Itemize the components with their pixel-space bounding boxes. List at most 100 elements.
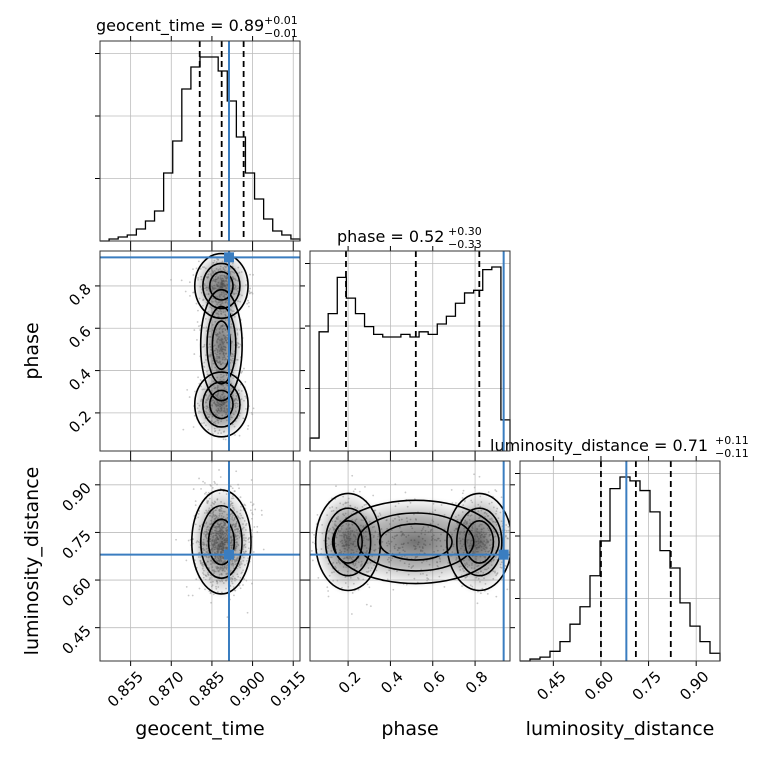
title-phase-minus: −0.33 [448,238,482,251]
sample-point [327,595,330,598]
sample-point [216,483,218,486]
sample-point [220,456,222,458]
y-tick-label: 0.4 [65,365,95,395]
sample-point [245,579,248,582]
sample-point [369,605,372,608]
sample-point [256,531,259,534]
sample-point [197,309,199,312]
x-tick-label: 0.885 [185,668,228,711]
x-tick-label: 0.45 [533,668,569,704]
density-blob [188,484,254,600]
sample-point [317,576,320,579]
x-tick-label: 0.855 [104,668,147,711]
truth-marker [223,252,234,263]
sample-point [350,613,353,615]
sample-point [251,582,253,585]
sample-point [170,278,172,281]
x-tick-label: 0.870 [145,668,188,711]
sample-point [520,543,522,545]
sample-point [473,473,475,476]
sample-point [251,292,254,295]
sample-point [235,470,238,473]
sample-point [462,489,465,492]
sample-point [180,279,183,282]
contour-line [464,520,495,564]
y-tick-label: 0.6 [65,322,95,352]
sample-point [364,485,366,488]
sample-point [250,479,253,481]
sample-point [237,483,239,486]
sample-point [250,411,253,414]
sample-point [238,434,241,437]
sample-point [311,531,314,534]
title-luminosity-distance-minus: −0.11 [715,447,749,460]
sample-point [198,248,200,250]
density-blob [198,284,245,407]
sample-point [193,329,196,331]
sample-point [528,540,530,542]
sample-point [197,325,200,328]
sample-point [511,564,513,566]
sample-point [327,590,329,592]
sample-point [473,486,476,489]
contour-line [211,320,232,371]
contour-line [206,305,237,385]
panel-luminosity_distance-hist [519,460,721,662]
y-tick-label: 0.60 [58,574,94,610]
sample-point [512,572,514,574]
sample-point [191,594,194,597]
sample-point [252,503,255,506]
sample-point [182,428,185,431]
sample-point [260,514,263,516]
sample-point [506,588,509,591]
sample-point [194,500,197,503]
ylabel-phase: phase [21,322,43,379]
sample-point [297,588,299,590]
histogram-phase [309,266,511,451]
sample-point [500,496,503,499]
contour-line [202,381,241,428]
contour-line [202,262,241,310]
title-geocent-time-plus: +0.01 [264,14,298,27]
sample-point [246,611,249,614]
sample-point [251,517,253,520]
sample-point [311,549,313,552]
sample-point [198,477,200,480]
contour-line [193,252,249,320]
sample-point [392,588,395,591]
sample-point [450,489,453,491]
sample-point [218,469,220,471]
sample-point [251,513,254,516]
title-phase: phase = 0.52 [337,227,444,246]
sample-point [246,428,249,430]
x-tick-label: 0.915 [266,668,309,711]
sample-point [244,380,247,383]
sample-point [197,260,200,263]
sample-point [307,547,309,549]
contour-line [324,507,372,577]
contour-line [331,499,500,585]
sample-point [514,536,516,538]
panel-phase-vs-luminosity_distance [309,460,511,662]
sample-point [247,301,250,304]
sample-point [495,595,498,598]
sample-point [248,305,250,308]
sample-point [230,485,232,488]
panel-phase-hist [309,250,511,452]
y-tick-label: 0.45 [58,622,94,658]
sample-point [210,601,212,604]
y-tick-label: 0.8 [65,280,95,310]
sample-point [192,426,195,428]
contour-line [207,518,236,566]
sample-point [200,487,202,490]
truth-marker [498,549,509,560]
sample-point [560,548,562,550]
sample-point [254,508,257,511]
sample-point [365,603,368,606]
panel-geocent_time-hist [99,40,301,242]
contour-line [333,520,363,564]
sample-point [234,233,236,235]
sample-point [250,291,253,294]
truth-marker [223,549,234,560]
sample-point [226,616,229,619]
